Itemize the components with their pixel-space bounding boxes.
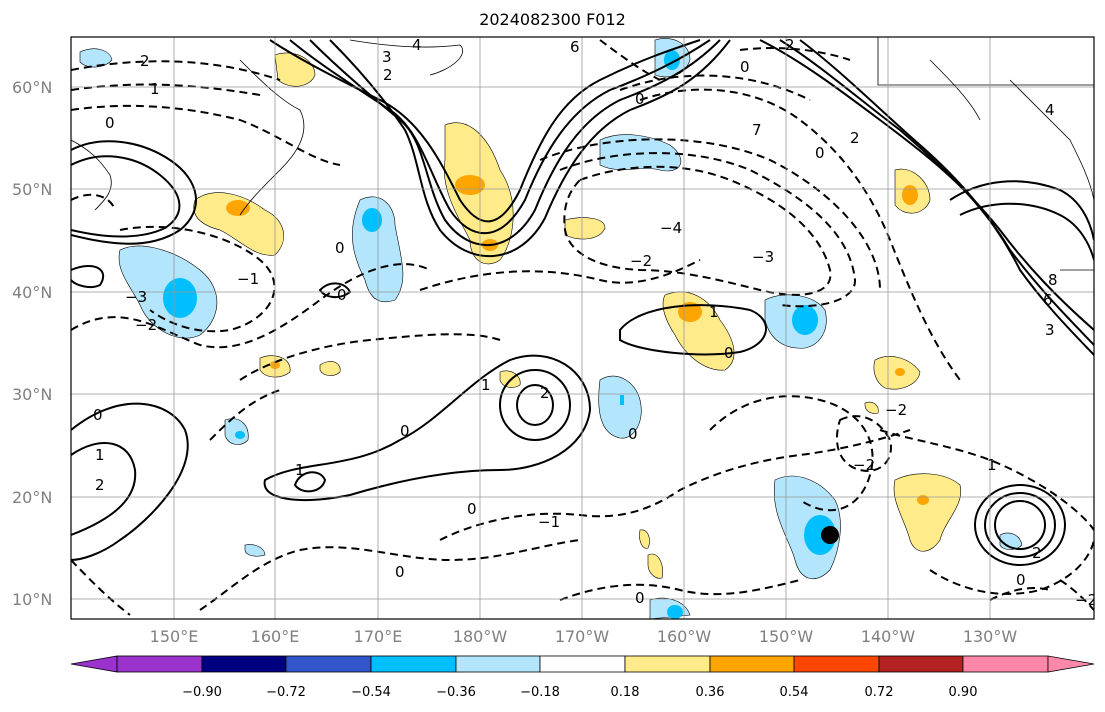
lat-label: 40°N — [12, 283, 52, 302]
contour-label: 8 — [1048, 271, 1058, 289]
contour-label: −3 — [752, 248, 774, 266]
colorbar-ticks: −0.90 −0.72 −0.54 −0.36 −0.18 0.18 0.36 … — [182, 685, 977, 700]
contour-label: 1 — [481, 376, 491, 394]
colorbar-tick: −0.36 — [436, 685, 476, 700]
contour-label: 1 — [95, 446, 105, 464]
contour-label: −1 — [538, 513, 560, 531]
latitude-labels: 60°N 50°N 40°N 30°N 20°N 10°N — [12, 78, 52, 609]
contour-label: 2 — [140, 52, 150, 70]
colorbar-tick: 0.36 — [696, 685, 725, 700]
contour-label: 2 — [785, 36, 795, 54]
lat-label: 30°N — [12, 385, 52, 404]
colorbar-tick: 0.54 — [780, 685, 809, 700]
lon-label: 170°W — [555, 627, 610, 646]
contour-label: 0 — [105, 114, 115, 132]
lon-label: 130°W — [963, 627, 1018, 646]
lon-label: 140°W — [861, 627, 916, 646]
plot-frame — [70, 36, 1095, 620]
contour-label: 0 — [628, 425, 638, 443]
contour-label: 2 — [95, 476, 105, 494]
colorbar-tick: 0.18 — [611, 685, 640, 700]
contour-label: −2 — [885, 401, 907, 419]
colorbar-tick: 0.72 — [865, 685, 894, 700]
lat-label: 60°N — [12, 78, 52, 97]
lon-label: 160°W — [657, 627, 712, 646]
contour-labels: 2 1 0 3 4 2 −4 −2 −3 0 2 4 3 −3 −2 −1 0 … — [93, 36, 1097, 609]
contour-label: −4 — [660, 219, 682, 237]
coastlines — [71, 37, 1094, 271]
contour-label: 0 — [337, 286, 347, 304]
contour-label: 6 — [1043, 291, 1053, 309]
contour-label: 0 — [635, 589, 645, 607]
contour-label: 0 — [635, 90, 645, 108]
lat-label: 10°N — [12, 590, 52, 609]
contour-label: 2 — [383, 66, 393, 84]
contour-label: 7 — [752, 121, 762, 139]
contour-label: 0 — [335, 239, 345, 257]
lat-label: 50°N — [12, 180, 52, 199]
location-marker — [821, 526, 839, 544]
contour-label: −2 — [630, 252, 652, 270]
colorbar-over-arrow — [1047, 655, 1095, 673]
lon-label: 170°E — [354, 627, 403, 646]
colorbar-tick: −0.54 — [351, 685, 391, 700]
colorbar-tick: −0.90 — [182, 685, 222, 700]
plot-contents: 2 1 0 3 4 2 −4 −2 −3 0 2 4 3 −3 −2 −1 0 … — [71, 36, 1097, 619]
contour-label: 0 — [740, 58, 750, 76]
contour-label: −2 — [853, 456, 875, 474]
strong-negative-shading — [163, 50, 836, 619]
contour-label: 1 — [987, 456, 997, 474]
contour-label: 3 — [382, 48, 392, 66]
contour-label: 6 — [570, 38, 580, 56]
contour-label: −2 — [1075, 591, 1097, 609]
contour-label: 0 — [815, 144, 825, 162]
lon-label: 160°E — [251, 627, 300, 646]
lon-label: 150°E — [150, 627, 199, 646]
contour-label: 4 — [412, 36, 422, 54]
longitude-labels: 150°E 160°E 170°E 180°W 170°W 160°W 150°… — [150, 627, 1018, 646]
colorbar-tick: −0.72 — [266, 685, 306, 700]
lon-label: 180°W — [453, 627, 508, 646]
contour-label: 2 — [1032, 544, 1042, 562]
contour-label: 0 — [467, 500, 477, 518]
colorbar-under-arrow — [70, 655, 118, 673]
contour-label: 0 — [1016, 571, 1026, 589]
contour-label: 0 — [400, 422, 410, 440]
contour-label: −3 — [125, 288, 147, 306]
gridlines — [71, 37, 1094, 619]
contour-label: −2 — [135, 316, 157, 334]
colorbar-tick: 0.90 — [949, 685, 978, 700]
map-title: 2024082300 F012 — [479, 10, 626, 29]
lon-label: 150°W — [759, 627, 814, 646]
contour-label: 1 — [709, 303, 719, 321]
contour-label: 1 — [295, 461, 305, 479]
colorbar — [70, 655, 1095, 673]
contour-label: 1 — [150, 80, 160, 98]
contour-label: 2 — [850, 129, 860, 147]
contour-label: 0 — [93, 406, 103, 424]
contour-label: −1 — [237, 270, 259, 288]
contour-label: 0 — [395, 563, 405, 581]
contour-label: 3 — [1045, 321, 1055, 339]
contour-label: 4 — [1045, 101, 1055, 119]
contour-label: 2 — [540, 384, 550, 402]
contour-label: 0 — [724, 344, 734, 362]
lat-label: 20°N — [12, 488, 52, 507]
colorbar-tick: −0.18 — [520, 685, 560, 700]
